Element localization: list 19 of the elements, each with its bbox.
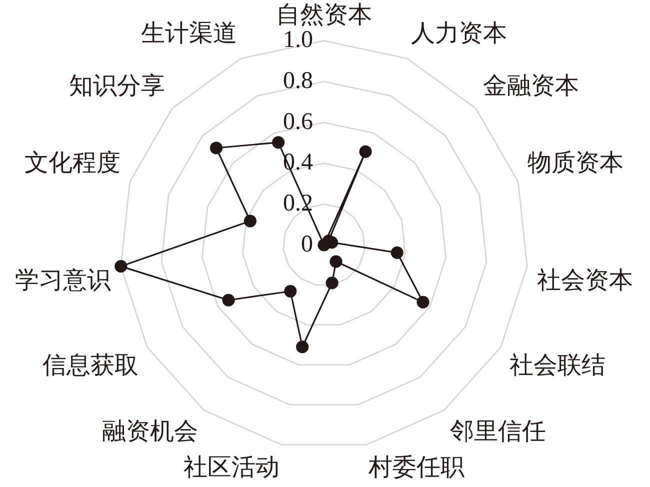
spoke-label: 知识分享 — [68, 72, 165, 100]
spoke-label: 生计渠道 — [140, 20, 237, 48]
spoke-label: 社区活动 — [183, 455, 280, 482]
spoke-label: 村委任职 — [368, 454, 465, 482]
spoke-label: 社会联结 — [510, 352, 606, 379]
y-tick-label: 0.8 — [283, 68, 313, 94]
spoke-label: 社会资本 — [537, 268, 634, 294]
spoke-label: 金融资本 — [483, 74, 580, 100]
spoke-label: 文化程度 — [24, 150, 120, 177]
y-tick-label: 0.6 — [283, 108, 313, 135]
spoke-label: 自然资本 — [276, 2, 372, 29]
spoke-label: 融资机会 — [102, 418, 198, 445]
spoke-label: 物质资本 — [528, 150, 624, 177]
y-tick-label: 0 — [301, 231, 313, 258]
spoke-label: 信息获取 — [42, 352, 138, 379]
spoke-label: 学习意识 — [14, 268, 111, 294]
spoke-label: 邻里信任 — [450, 418, 546, 445]
y-tick-label: 1.0 — [283, 27, 313, 54]
spoke-label: 人力资本 — [411, 21, 508, 48]
